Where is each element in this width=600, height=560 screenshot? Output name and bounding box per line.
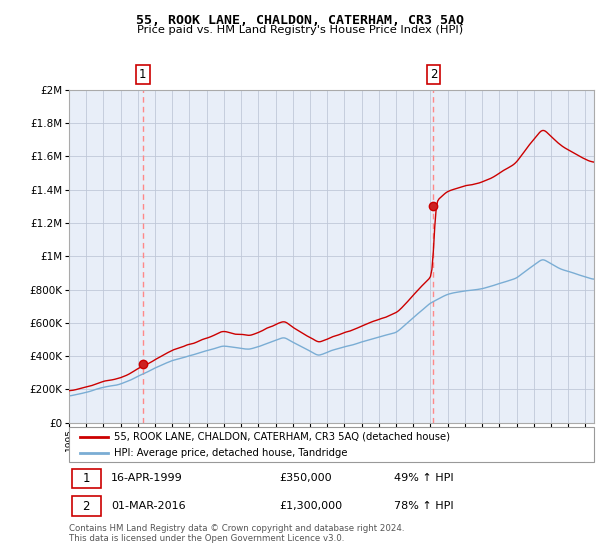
Text: Price paid vs. HM Land Registry's House Price Index (HPI): Price paid vs. HM Land Registry's House … xyxy=(137,25,463,35)
Text: 49% ↑ HPI: 49% ↑ HPI xyxy=(395,473,454,483)
Bar xyxy=(71,469,101,488)
Text: £350,000: £350,000 xyxy=(279,473,332,483)
Text: 2: 2 xyxy=(82,500,90,512)
Text: HPI: Average price, detached house, Tandridge: HPI: Average price, detached house, Tand… xyxy=(113,447,347,458)
Text: 1: 1 xyxy=(82,472,90,485)
Bar xyxy=(71,496,101,516)
Text: 1: 1 xyxy=(139,68,146,81)
Text: £1,300,000: £1,300,000 xyxy=(279,501,342,511)
Text: 78% ↑ HPI: 78% ↑ HPI xyxy=(395,501,454,511)
Text: 01-MAR-2016: 01-MAR-2016 xyxy=(111,501,185,511)
Text: 55, ROOK LANE, CHALDON, CATERHAM, CR3 5AQ (detached house): 55, ROOK LANE, CHALDON, CATERHAM, CR3 5A… xyxy=(113,432,449,442)
Text: Contains HM Land Registry data © Crown copyright and database right 2024.
This d: Contains HM Land Registry data © Crown c… xyxy=(69,524,404,543)
Text: 55, ROOK LANE, CHALDON, CATERHAM, CR3 5AQ: 55, ROOK LANE, CHALDON, CATERHAM, CR3 5A… xyxy=(136,14,464,27)
Text: 2: 2 xyxy=(430,68,437,81)
Text: 16-APR-1999: 16-APR-1999 xyxy=(111,473,183,483)
